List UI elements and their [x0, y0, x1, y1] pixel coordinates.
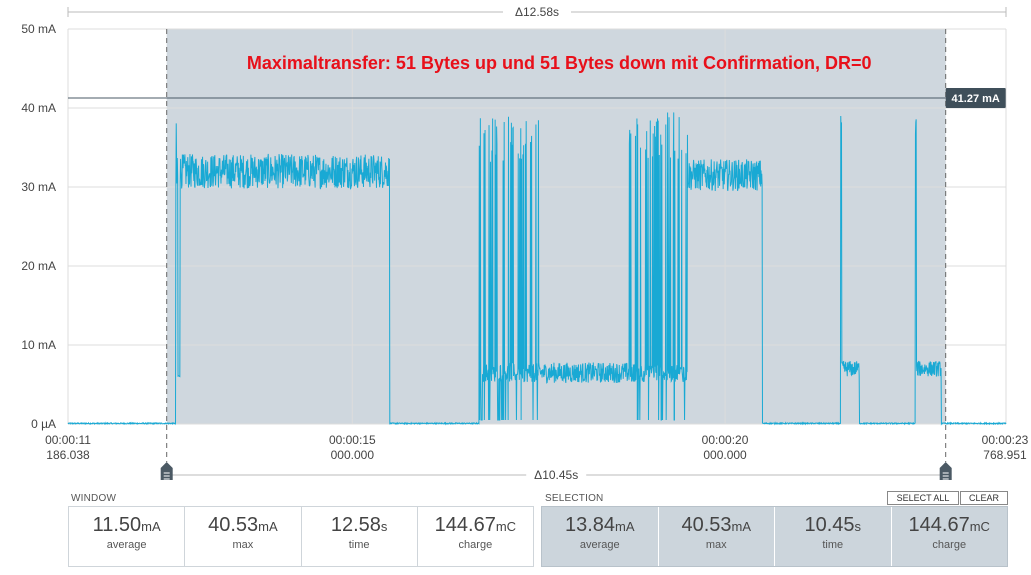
selection-handle-right[interactable] — [939, 462, 952, 480]
window-average-label: average — [106, 539, 147, 551]
x-axis-labels: 00:00:11186.03800:00:15000.00000:00:2000… — [45, 433, 1029, 462]
handle-shape[interactable] — [160, 462, 173, 480]
x-tick-label-time: 00:00:20 — [702, 433, 749, 447]
window-average-unit: mA — [141, 519, 161, 534]
selection-average-label: average — [579, 539, 620, 551]
x-tick-label-time: 00:00:11 — [45, 433, 91, 447]
window-stats: 11.50mA average 40.53mA max 12.58s time … — [68, 506, 534, 567]
window-stat-charge: 144.67mC charge — [418, 507, 533, 566]
value-marker-label: 41.27 mA — [952, 93, 1000, 105]
x-tick-label-time: 00:00:15 — [329, 433, 376, 447]
selection-max-value: 40.53 — [681, 514, 732, 536]
y-tick-label: 10 mA — [21, 338, 56, 352]
y-tick-label: 50 mA — [21, 22, 56, 36]
x-tick-label-time: 00:00:23 — [982, 433, 1029, 447]
selection-stat-max: 40.53mA max — [659, 507, 775, 566]
y-tick-label: 20 mA — [21, 259, 56, 273]
selection-stats: 13.84mA average 40.53mA max 10.45s time … — [541, 506, 1008, 567]
bottom-delta-bg — [526, 467, 587, 480]
window-time-label: time — [348, 539, 370, 551]
window-average-value: 11.50 — [92, 514, 142, 536]
selection-charge-unit: mC — [969, 519, 990, 534]
top-delta-bg — [503, 4, 571, 20]
y-tick-label: 40 mA — [21, 101, 56, 115]
selection-panel-title: SELECTION — [545, 493, 604, 504]
y-tick-label: 30 mA — [21, 180, 56, 194]
chart-annotation: Maximaltransfer: 51 Bytes up und 51 Byte… — [247, 53, 872, 73]
window-time-value: 12.58 — [330, 514, 381, 536]
window-stat-average: 11.50mA average — [69, 507, 186, 566]
window-charge-label: charge — [458, 539, 493, 551]
x-tick-label-fraction: 768.951 — [983, 448, 1027, 462]
window-max-unit: mA — [258, 519, 278, 534]
window-stat-time: 12.58s time — [302, 507, 418, 566]
window-max-value: 40.53 — [208, 514, 259, 536]
window-panel-title: WINDOW — [71, 493, 117, 504]
selection-stat-charge: 144.67mC charge — [892, 507, 1008, 566]
window-charge-unit: mC — [495, 519, 517, 534]
selection-max-label: max — [705, 539, 727, 551]
selection-max-unit: mA — [731, 519, 752, 534]
selection-region[interactable] — [166, 29, 946, 424]
window-max-label: max — [232, 539, 254, 551]
selection-average-unit: mA — [615, 519, 635, 534]
x-tick-label-fraction: 186.038 — [46, 448, 90, 462]
handle-shape[interactable] — [939, 462, 952, 480]
y-tick-label: 0 µA — [31, 417, 56, 431]
value-marker-badge — [945, 87, 1006, 108]
selection-handle-left[interactable] — [160, 462, 173, 480]
clear-button[interactable]: CLEAR — [960, 491, 1008, 505]
grid-lines — [67, 28, 1007, 425]
selection-stat-time: 10.45s time — [775, 507, 892, 566]
current-trace — [67, 112, 1007, 426]
selection-average-value: 13.84 — [564, 514, 616, 536]
selection-time-value: 10.45 — [804, 514, 855, 536]
selection-charge-value: 144.67 — [908, 514, 970, 536]
top-delta-label: Δ12.58s — [515, 5, 559, 19]
select-all-button[interactable]: SELECT ALL — [887, 491, 959, 505]
y-axis-labels: 0 µA 10 mA 20 mA 30 mA 40 mA 50 mA — [21, 22, 56, 431]
bottom-delta-label: Δ10.45s — [534, 468, 578, 480]
selection-stat-average: 13.84mA average — [542, 507, 659, 566]
current-chart[interactable]: Δ12.58s 0 µA 10 mA 20 mA 30 mA 40 mA 50 mA 00… — [0, 0, 1031, 480]
x-tick-label-fraction: 000.000 — [703, 448, 747, 462]
x-tick-label-fraction: 000.000 — [331, 448, 375, 462]
selection-time-label: time — [822, 539, 844, 551]
selection-charge-label: charge — [932, 539, 967, 551]
window-charge-value: 144.67 — [434, 514, 496, 536]
selection-time-unit: s — [854, 519, 862, 534]
window-stat-max: 40.53mA max — [185, 507, 302, 566]
window-time-unit: s — [380, 519, 388, 534]
